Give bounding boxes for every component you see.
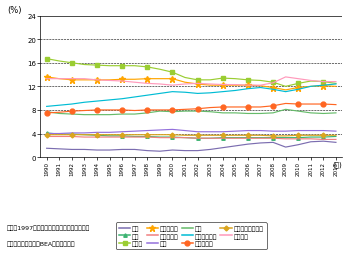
- Text: 備考：1997年以降は基準が改定されている。: 備考：1997年以降は基準が改定されている。: [7, 225, 91, 230]
- Legend: 鉱業, 建設, 製造業, 卸売・小売, 輸送・倉庫, 情報, 金融, 専門ビジネス, 教育・健康, 娯楽・接客・飲食, 政府部門: 鉱業, 建設, 製造業, 卸売・小売, 輸送・倉庫, 情報, 金融, 専門ビジネ…: [116, 223, 267, 249]
- Text: 資料：米国商務省（BEA）から作成。: 資料：米国商務省（BEA）から作成。: [7, 240, 76, 246]
- Text: (年): (年): [332, 160, 342, 167]
- Text: (%): (%): [7, 6, 22, 15]
